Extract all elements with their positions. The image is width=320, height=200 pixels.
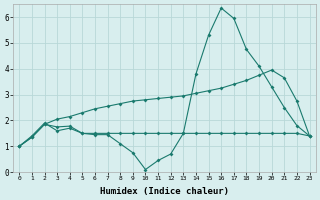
X-axis label: Humidex (Indice chaleur): Humidex (Indice chaleur) — [100, 187, 229, 196]
